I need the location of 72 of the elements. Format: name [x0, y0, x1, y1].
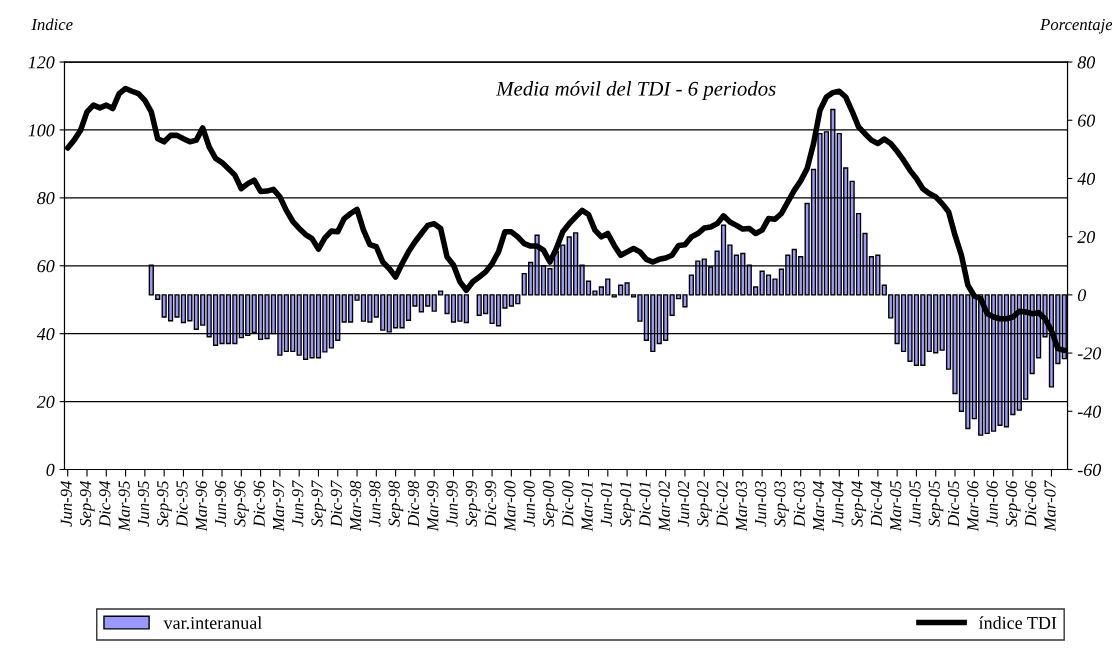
y2-tick-label: 40: [1077, 172, 1096, 185]
x-tick-label: Jun-06: [986, 480, 998, 527]
x-tick-label: Mar-01: [581, 482, 593, 532]
x-tick-label: Dic-96: [253, 480, 265, 528]
y2-tick-label: 60: [1077, 114, 1096, 127]
x-tick-label: Dic-00: [562, 480, 574, 528]
x-tick-label: Dic-04: [870, 480, 883, 528]
x-tick-label: Jun-97: [292, 480, 304, 527]
x-tick-label: Mar-07: [1044, 480, 1056, 532]
x-tick-label: Mar-95: [118, 481, 130, 532]
x-tick-label: Sep-95: [157, 481, 172, 527]
x-tick-label: Jun-01: [600, 482, 612, 527]
x-tick-label: Dic-03: [793, 481, 805, 528]
y-tick-label: 80: [37, 192, 55, 205]
y-tick-label: 120: [28, 56, 55, 69]
x-tick-label: Mar-03: [735, 481, 747, 532]
legend-label: var.interanual: [163, 616, 262, 630]
x-tick-label: Mar-98: [349, 480, 362, 532]
y-axis-title: Indice: [31, 18, 73, 31]
x-tick-label: Dic-98: [407, 480, 420, 528]
y2-tick-label: 80: [1077, 56, 1096, 69]
x-tick-label: Sep-02: [697, 480, 712, 527]
annotation: Media móvil del TDI - 6 periodos: [495, 81, 776, 101]
x-tick-label: Jun-02: [677, 480, 690, 527]
y2-tick-label: 20: [1077, 230, 1096, 244]
x-tick-label: Sep-01: [620, 482, 635, 527]
x-tick-label: Mar-02: [658, 480, 670, 532]
x-tick-label: Mar-97: [272, 480, 285, 532]
x-tick-label: Jun-99: [446, 480, 458, 527]
y-tick-label: 0: [46, 463, 55, 476]
x-tick-label: Dic-02: [716, 480, 728, 528]
x-tick-label: Mar-06: [967, 480, 979, 532]
y2-axis-title: Porcentaje: [1040, 18, 1112, 34]
x-tick-label: Jun-03: [755, 481, 767, 527]
y2-tick-label: -40: [1077, 405, 1102, 418]
x-tick-label: Sep-99: [465, 480, 481, 527]
x-tick-label: Mar-05: [890, 481, 902, 532]
x-tick-label: Sep-98: [388, 480, 404, 527]
x-tick-label: Mar-96: [195, 480, 207, 532]
x-tick-label: Sep-97: [311, 480, 327, 527]
x-tick-label: Jun-96: [214, 480, 227, 527]
y2-tick-label: 0: [1077, 289, 1087, 302]
x-tick-label: Sep-03: [774, 481, 789, 527]
x-tick-label: Mar-04: [812, 480, 825, 532]
y-tick-label: 60: [37, 260, 55, 273]
legend-label: índice TDI: [978, 616, 1057, 630]
x-tick-label: Sep-00: [542, 480, 558, 527]
y-tick-label: 20: [36, 395, 55, 409]
x-tick-label: Dic-06: [1025, 480, 1037, 528]
x-tick-label: Jun-04: [832, 480, 844, 527]
x-tick-label: Jun-95: [137, 481, 150, 527]
x-tick-label: Dic-01: [639, 482, 651, 528]
x-tick-label: Sep-96: [234, 480, 249, 527]
y-tick-label: 40: [36, 327, 55, 341]
x-tick-label: Dic-99: [485, 480, 497, 528]
x-tick-label: Sep-06: [1005, 480, 1021, 527]
x-tick-label: Sep-94: [79, 480, 95, 527]
x-tick-label: Sep-05: [928, 481, 944, 527]
x-tick-label: Jun-05: [909, 481, 921, 527]
x-tick-label: Dic-94: [99, 480, 111, 528]
y2-tick-label: -60: [1077, 463, 1102, 476]
y2-tick-label: -20: [1077, 347, 1102, 360]
x-tick-label: Jun-94: [60, 480, 72, 527]
x-tick-label: Mar-00: [504, 480, 516, 532]
x-tick-label: Dic-95: [176, 481, 188, 528]
x-tick-label: Jun-98: [369, 480, 381, 527]
x-tick-label: Mar-99: [427, 480, 439, 532]
x-tick-label: Dic-05: [947, 481, 960, 528]
x-tick-label: Dic-97: [330, 480, 342, 528]
x-tick-label: Jun-00: [523, 480, 535, 527]
x-tick-label: Sep-04: [851, 480, 867, 527]
y-tick-label: 100: [28, 124, 55, 137]
